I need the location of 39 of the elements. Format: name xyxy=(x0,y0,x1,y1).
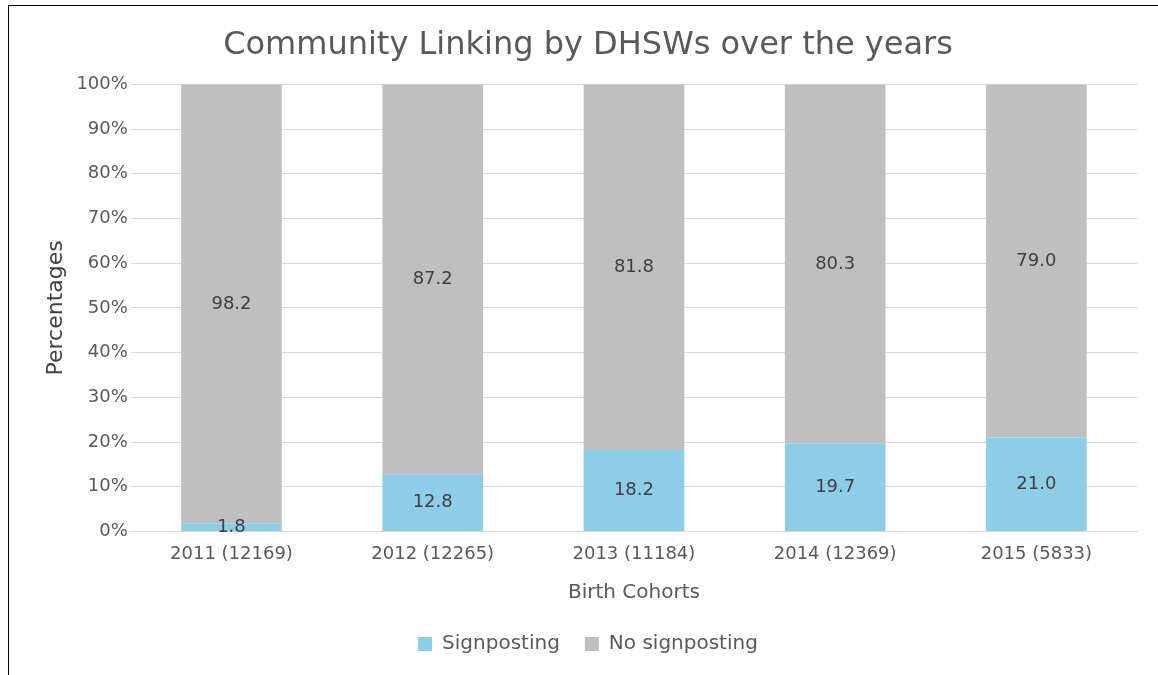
y-tick-label: 50% xyxy=(87,295,128,317)
y-tick-label: 10% xyxy=(87,474,128,496)
bar xyxy=(784,443,886,531)
data-label: 98.2 xyxy=(211,291,252,313)
bar xyxy=(583,84,685,451)
data-label: 87.2 xyxy=(412,266,453,288)
bar xyxy=(986,84,1087,438)
y-tick-label: 90% xyxy=(87,116,128,138)
y-tick-label: 100% xyxy=(76,72,128,94)
y-tick-label: 80% xyxy=(87,161,128,183)
x-tick-label: 2011 (12169) xyxy=(170,541,293,563)
chart-title: Community Linking by DHSWs over the years xyxy=(223,23,953,62)
legend-label: No signposting xyxy=(608,630,758,655)
data-label: 12.8 xyxy=(412,490,453,512)
bar xyxy=(382,84,484,475)
data-label: 80.3 xyxy=(815,251,856,273)
x-tick-label: 2013 (11184) xyxy=(572,541,696,563)
y-tick-label: 60% xyxy=(87,250,128,272)
y-tick-label: 0% xyxy=(99,519,128,541)
x-tick-label: 2012 (12265) xyxy=(371,541,495,563)
bar xyxy=(583,450,685,531)
y-tick-label: 70% xyxy=(87,206,128,228)
y-tick-label: 40% xyxy=(87,340,128,362)
x-axis-title: Birth Cohorts xyxy=(567,579,700,604)
data-label: 21.0 xyxy=(1016,471,1057,493)
x-tick-label: 2014 (12369) xyxy=(773,541,897,563)
y-tick-label: 30% xyxy=(87,384,128,406)
y-tick-label: 20% xyxy=(87,429,128,451)
x-tick-label: 2015 (5833) xyxy=(980,541,1093,563)
bar xyxy=(784,84,886,444)
data-label: 81.8 xyxy=(613,254,654,276)
data-label: 1.8 xyxy=(217,514,246,536)
legend-label: Signposting xyxy=(442,630,560,655)
data-label: 79.0 xyxy=(1016,248,1057,270)
bar xyxy=(382,474,484,531)
data-label: 19.7 xyxy=(815,474,856,496)
y-axis-title: Percentages xyxy=(41,240,67,376)
bar xyxy=(986,437,1087,531)
data-label: 18.2 xyxy=(613,478,654,500)
